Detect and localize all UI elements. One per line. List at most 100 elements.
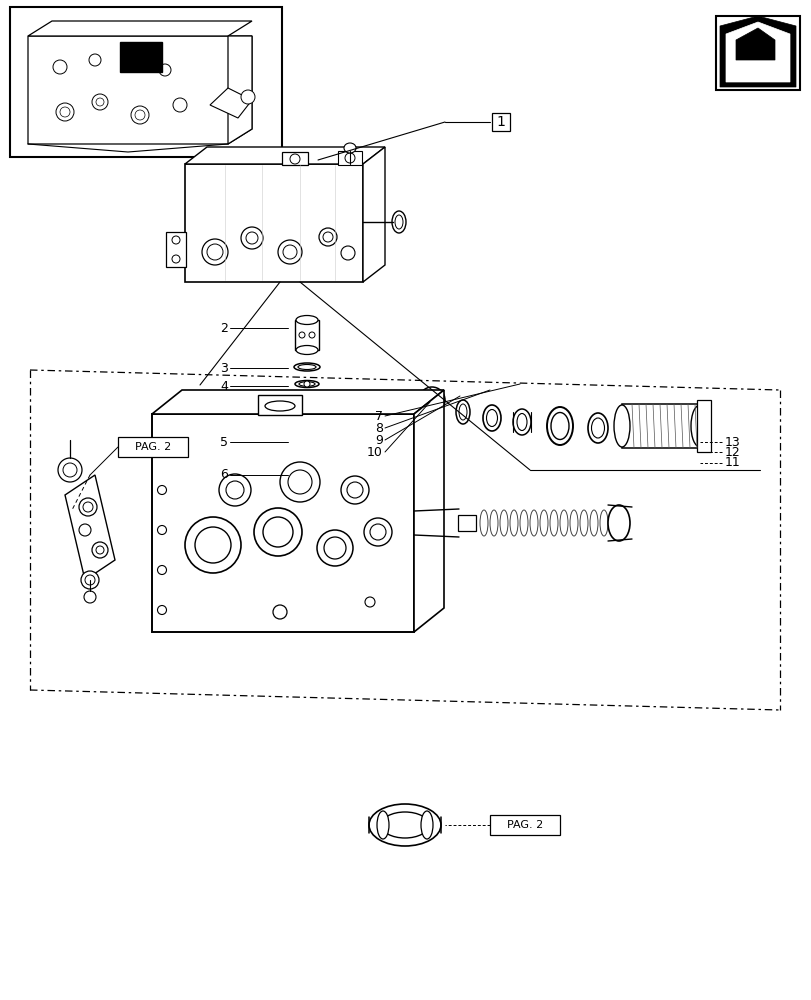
Circle shape bbox=[346, 482, 363, 498]
Bar bbox=[281, 152, 307, 165]
Polygon shape bbox=[363, 147, 384, 282]
Ellipse shape bbox=[420, 811, 432, 839]
Polygon shape bbox=[735, 28, 774, 60]
Ellipse shape bbox=[297, 479, 316, 486]
Ellipse shape bbox=[297, 458, 316, 466]
Ellipse shape bbox=[590, 510, 597, 536]
Circle shape bbox=[323, 232, 333, 242]
Circle shape bbox=[60, 107, 70, 117]
Text: PAG. 2: PAG. 2 bbox=[506, 820, 543, 830]
Bar bbox=[337, 151, 362, 165]
Ellipse shape bbox=[690, 405, 708, 447]
Text: 11: 11 bbox=[724, 456, 740, 470]
Bar bbox=[10, 7, 281, 157]
Circle shape bbox=[96, 98, 104, 106]
Text: 3: 3 bbox=[220, 361, 228, 374]
Circle shape bbox=[157, 605, 166, 614]
Circle shape bbox=[63, 463, 77, 477]
Ellipse shape bbox=[551, 412, 569, 440]
Ellipse shape bbox=[549, 510, 557, 536]
Ellipse shape bbox=[500, 510, 508, 536]
Bar bbox=[696, 400, 710, 452]
Circle shape bbox=[263, 517, 293, 547]
Circle shape bbox=[195, 527, 230, 563]
Ellipse shape bbox=[560, 510, 568, 536]
Ellipse shape bbox=[294, 363, 320, 371]
Ellipse shape bbox=[539, 510, 547, 536]
Circle shape bbox=[241, 90, 255, 104]
Polygon shape bbox=[185, 147, 384, 164]
Ellipse shape bbox=[297, 399, 316, 405]
Circle shape bbox=[56, 103, 74, 121]
Bar bbox=[296, 462, 318, 482]
Polygon shape bbox=[65, 475, 115, 580]
Circle shape bbox=[316, 530, 353, 566]
Ellipse shape bbox=[547, 407, 573, 445]
Circle shape bbox=[207, 244, 223, 260]
Bar bbox=[489, 815, 560, 835]
Ellipse shape bbox=[297, 455, 316, 461]
Text: 8: 8 bbox=[375, 422, 383, 434]
Circle shape bbox=[157, 486, 166, 494]
Ellipse shape bbox=[392, 211, 406, 233]
Circle shape bbox=[83, 502, 93, 512]
Text: 6: 6 bbox=[220, 468, 228, 482]
Circle shape bbox=[290, 154, 299, 164]
Circle shape bbox=[296, 475, 303, 482]
Ellipse shape bbox=[590, 418, 603, 438]
Circle shape bbox=[303, 381, 310, 387]
Bar bbox=[185, 164, 363, 282]
Circle shape bbox=[370, 524, 385, 540]
Ellipse shape bbox=[519, 510, 527, 536]
Circle shape bbox=[185, 517, 241, 573]
Ellipse shape bbox=[264, 401, 294, 411]
Ellipse shape bbox=[599, 510, 607, 536]
Ellipse shape bbox=[296, 316, 318, 324]
Circle shape bbox=[365, 597, 375, 607]
Polygon shape bbox=[28, 36, 251, 144]
Circle shape bbox=[324, 537, 345, 559]
Circle shape bbox=[53, 60, 67, 74]
Ellipse shape bbox=[587, 413, 607, 443]
Ellipse shape bbox=[613, 405, 629, 447]
Ellipse shape bbox=[517, 414, 526, 430]
Ellipse shape bbox=[380, 812, 428, 838]
Ellipse shape bbox=[486, 410, 497, 426]
Ellipse shape bbox=[394, 215, 402, 229]
Ellipse shape bbox=[344, 143, 355, 153]
Text: 4: 4 bbox=[220, 379, 228, 392]
Circle shape bbox=[225, 481, 243, 499]
Text: 5: 5 bbox=[220, 436, 228, 448]
Circle shape bbox=[157, 446, 166, 454]
Ellipse shape bbox=[296, 346, 318, 355]
Ellipse shape bbox=[297, 415, 316, 421]
Circle shape bbox=[96, 546, 104, 554]
Polygon shape bbox=[28, 21, 251, 36]
Circle shape bbox=[173, 98, 187, 112]
Circle shape bbox=[84, 591, 96, 603]
Ellipse shape bbox=[294, 380, 319, 387]
Circle shape bbox=[172, 255, 180, 263]
Circle shape bbox=[92, 94, 108, 110]
Ellipse shape bbox=[509, 510, 517, 536]
Text: 1: 1 bbox=[496, 115, 504, 129]
Text: 12: 12 bbox=[724, 446, 740, 458]
Bar bbox=[120, 42, 162, 72]
Polygon shape bbox=[414, 390, 444, 632]
Bar bbox=[715, 16, 799, 90]
Circle shape bbox=[58, 458, 82, 482]
Circle shape bbox=[85, 575, 95, 585]
Ellipse shape bbox=[456, 400, 470, 424]
Ellipse shape bbox=[368, 804, 440, 846]
Bar bbox=[294, 320, 319, 350]
Ellipse shape bbox=[297, 447, 316, 453]
Circle shape bbox=[219, 474, 251, 506]
Circle shape bbox=[288, 470, 311, 494]
Circle shape bbox=[254, 508, 302, 556]
Circle shape bbox=[241, 227, 263, 249]
Ellipse shape bbox=[607, 505, 629, 541]
Text: 13: 13 bbox=[724, 436, 740, 448]
Polygon shape bbox=[725, 22, 789, 82]
Ellipse shape bbox=[298, 382, 315, 386]
Circle shape bbox=[131, 106, 148, 124]
